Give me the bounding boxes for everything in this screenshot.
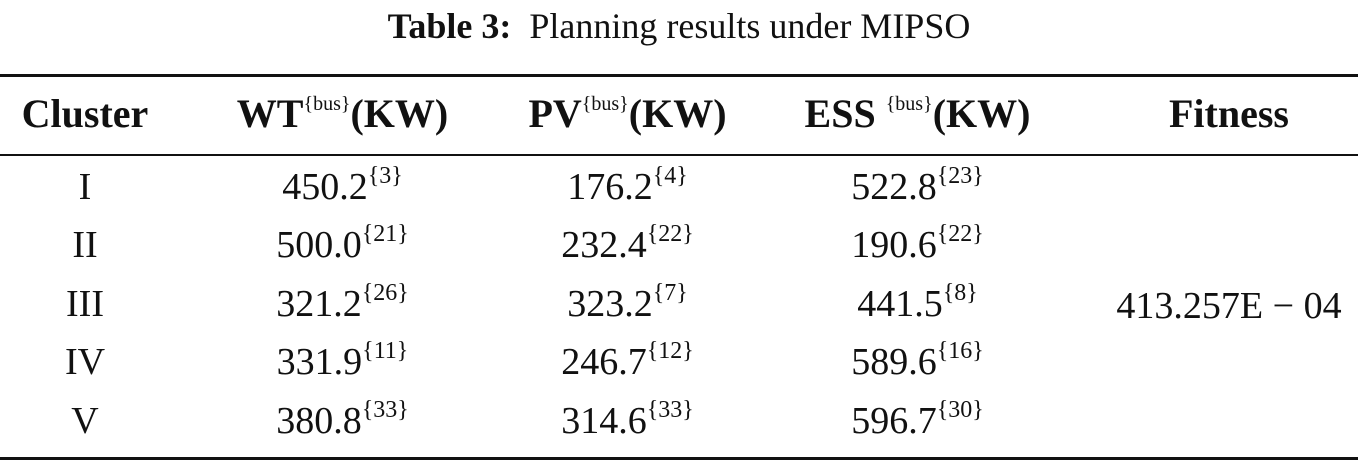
cell-ess-bus: {8} <box>942 280 978 306</box>
cell-wt: 500.0{21} <box>210 222 475 268</box>
header-ess-label: ESS <box>804 91 886 136</box>
cell-pv-bus: {12} <box>646 338 694 364</box>
cell-pv: 176.2{4} <box>495 164 760 210</box>
cell-pv: 314.6{33} <box>495 398 760 444</box>
cell-wt: 321.2{26} <box>210 281 475 327</box>
cell-wt-value: 450.2 <box>282 166 368 208</box>
cell-pv-bus: {33} <box>646 397 694 423</box>
header-wt-unit: (KW) <box>350 91 449 136</box>
cell-pv-value: 246.7 <box>561 341 647 383</box>
header-fitness-label: Fitness <box>1169 91 1289 136</box>
cell-pv-bus: {7} <box>652 280 688 306</box>
cell-wt-value: 331.9 <box>276 341 363 383</box>
cell-pv: 323.2{7} <box>495 281 760 327</box>
header-wt: WT{bus}(KW) <box>210 91 475 137</box>
cell-pv: 246.7{12} <box>495 339 760 385</box>
header-wt-label: WT <box>236 91 304 136</box>
cell-ess-value: 190.6 <box>851 224 937 266</box>
cell-pv-bus: {22} <box>646 221 694 247</box>
cell-ess-value: 441.5 <box>857 283 943 325</box>
header-rule <box>0 154 1358 156</box>
top-rule <box>0 74 1358 77</box>
cell-pv-value: 323.2 <box>567 283 653 325</box>
cell-wt-bus: {33} <box>361 397 409 423</box>
cell-wt: 380.8{33} <box>210 398 475 444</box>
header-ess-sup: {bus} <box>885 93 933 115</box>
cell-ess-value: 589.6 <box>851 341 937 383</box>
cell-ess: 441.5{8} <box>785 281 1050 327</box>
cell-wt-bus: {3} <box>367 163 403 189</box>
cell-ess-bus: {22} <box>936 221 984 247</box>
cell-ess-bus: {16} <box>936 338 984 364</box>
cell-ess-value: 596.7 <box>851 400 937 442</box>
header-pv: PV{bus}(KW) <box>495 91 760 137</box>
table-caption: Table 3: Planning results under MIPSO <box>0 4 1358 48</box>
cell-ess: 589.6{16} <box>785 339 1050 385</box>
cell-wt-bus: {26} <box>361 280 409 306</box>
cell-wt-bus: {11} <box>362 338 409 364</box>
cell-ess-bus: {30} <box>936 397 984 423</box>
cell-pv-bus: {4} <box>652 163 688 189</box>
cell-ess: 522.8{23} <box>785 164 1050 210</box>
cell-ess-value: 522.8 <box>851 166 937 208</box>
cell-wt: 331.9{11} <box>210 339 475 385</box>
cell-ess-bus: {23} <box>936 163 984 189</box>
cell-pv-value: 176.2 <box>567 166 653 208</box>
cell-cluster: IV <box>64 341 106 383</box>
cell-cluster: V <box>71 400 99 442</box>
cell-pv-value: 232.4 <box>561 224 647 266</box>
header-pv-label: PV <box>528 91 582 136</box>
header-ess-unit: (KW) <box>932 91 1031 136</box>
cell-cluster: II <box>72 224 98 266</box>
header-fitness: Fitness <box>1100 91 1358 137</box>
cell-pv-value: 314.6 <box>561 400 647 442</box>
cell-wt: 450.2{3} <box>210 164 475 210</box>
header-cluster: Cluster <box>10 91 160 137</box>
cell-cluster: III <box>66 283 104 325</box>
header-pv-sup: {bus} <box>581 93 629 115</box>
cell-cluster: I <box>78 166 92 208</box>
fitness-value: 413.257E − 04 <box>1116 285 1342 327</box>
cell-ess: 190.6{22} <box>785 222 1050 268</box>
cell-ess: 596.7{30} <box>785 398 1050 444</box>
header-cluster-label: Cluster <box>21 91 149 136</box>
header-pv-unit: (KW) <box>628 91 727 136</box>
cell-wt-bus: {21} <box>361 221 409 247</box>
cell-wt-value: 321.2 <box>276 283 362 325</box>
header-ess: ESS {bus}(KW) <box>785 91 1050 137</box>
caption-text: Planning results under MIPSO <box>529 6 971 46</box>
bottom-rule <box>0 457 1358 460</box>
cell-pv: 232.4{22} <box>495 222 760 268</box>
header-wt-sup: {bus} <box>303 93 351 115</box>
cell-wt-value: 380.8 <box>276 400 362 442</box>
cell-wt-value: 500.0 <box>276 224 362 266</box>
caption-label: Table 3: <box>387 6 512 46</box>
